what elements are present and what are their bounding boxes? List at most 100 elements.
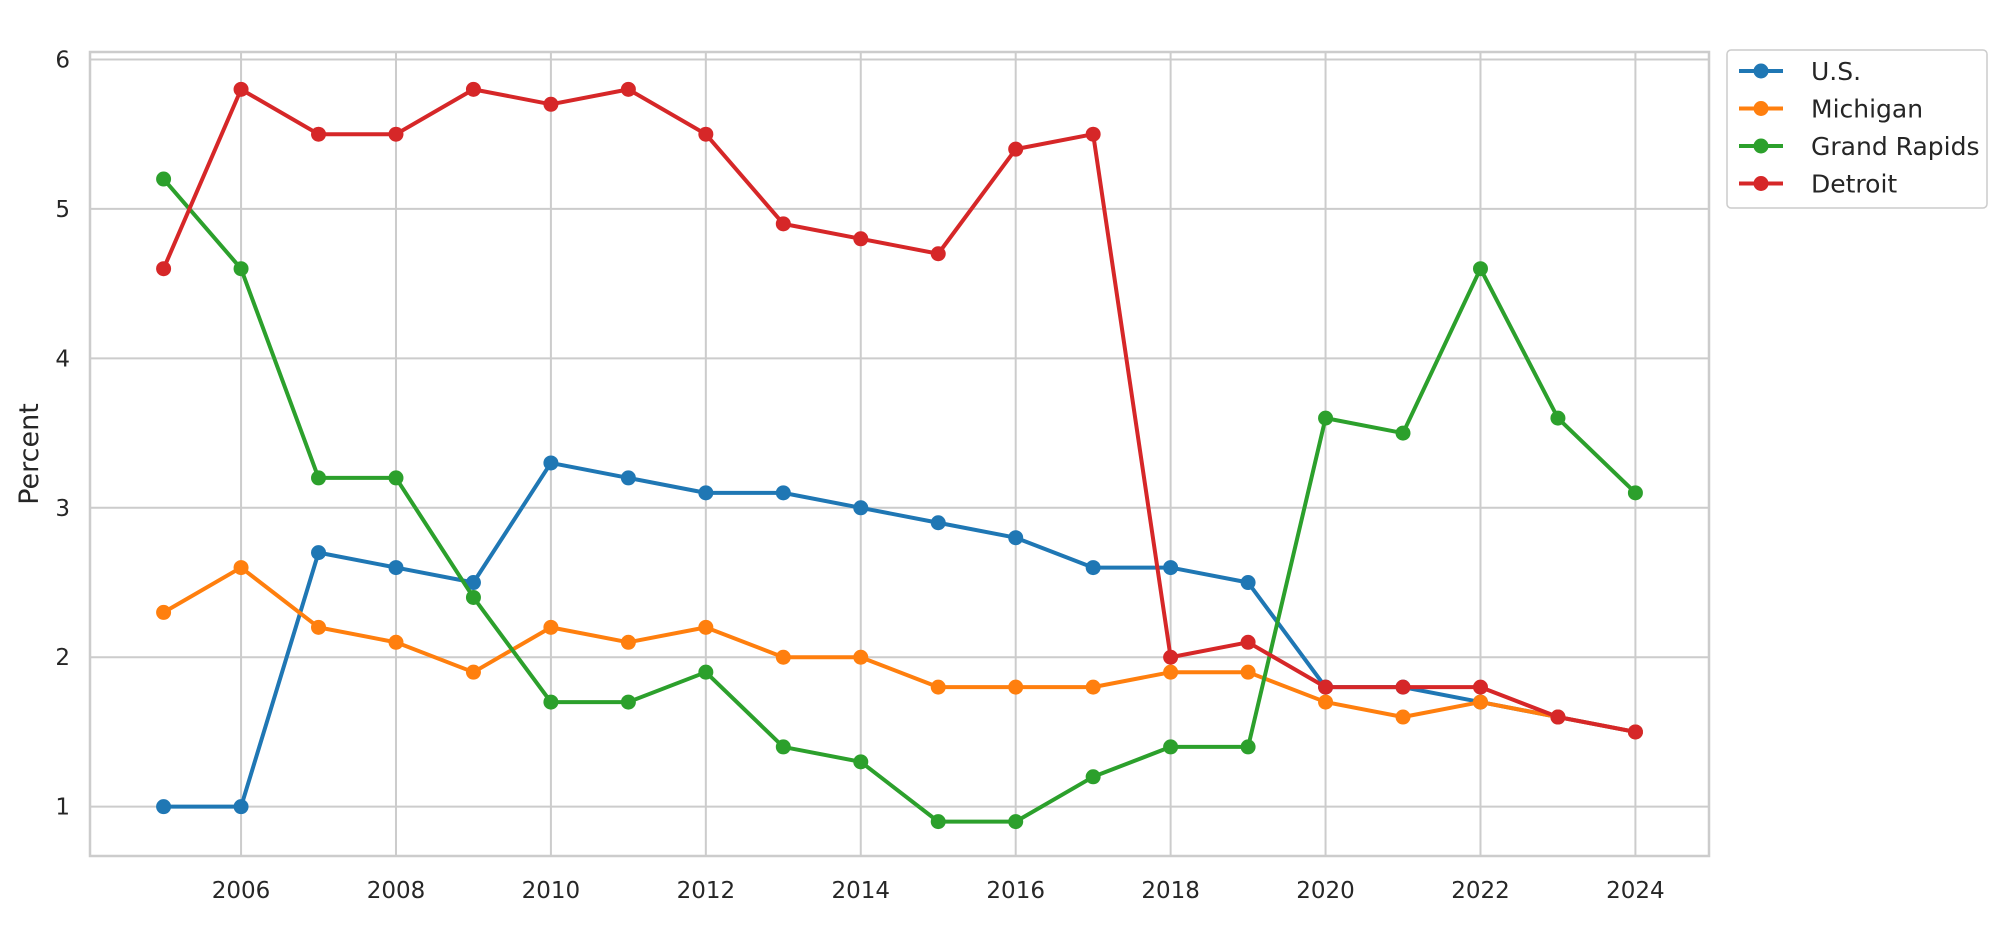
data-point-michigan — [1240, 664, 1256, 680]
data-point-michigan — [698, 619, 714, 635]
gridlines — [90, 52, 1709, 856]
data-point-grand-rapids — [388, 470, 404, 486]
y-tick-label: 4 — [55, 346, 70, 372]
data-point-detroit — [1395, 679, 1411, 695]
data-point-michigan — [156, 604, 172, 620]
data-point-grand-rapids — [1163, 739, 1179, 755]
y-tick-label: 2 — [55, 645, 70, 671]
data-point-michigan — [311, 619, 327, 635]
data-point-grand-rapids — [1008, 814, 1024, 830]
data-point-u-s — [775, 485, 791, 501]
data-point-detroit — [1318, 679, 1334, 695]
y-tick-label: 1 — [55, 795, 70, 821]
y-tick-label: 3 — [55, 496, 70, 522]
data-point-detroit — [698, 126, 714, 142]
x-tick-label: 2006 — [212, 878, 271, 904]
data-point-u-s — [1085, 560, 1101, 576]
data-point-grand-rapids — [1240, 739, 1256, 755]
plot-frame — [88, 50, 1711, 858]
legend-item: Detroit — [1739, 170, 1897, 199]
legend-label: U.S. — [1811, 57, 1861, 86]
data-point-grand-rapids — [930, 814, 946, 830]
data-point-detroit — [775, 216, 791, 232]
series-line-detroit — [161, 87, 1638, 734]
data-point-detroit — [388, 126, 404, 142]
data-point-u-s — [543, 455, 559, 471]
data-point-michigan — [543, 619, 559, 635]
y-tick-label: 6 — [55, 47, 70, 73]
data-point-michigan — [853, 649, 869, 665]
data-point-grand-rapids — [543, 694, 559, 710]
data-point-michigan — [775, 649, 791, 665]
data-point-u-s — [156, 799, 172, 815]
data-point-u-s — [388, 560, 404, 576]
x-tick-label: 2012 — [677, 878, 736, 904]
data-point-grand-rapids — [853, 754, 869, 770]
data-point-michigan — [233, 560, 249, 576]
x-tick-label: 2020 — [1296, 878, 1355, 904]
x-tick-label: 2024 — [1606, 878, 1665, 904]
data-point-michigan — [1085, 679, 1101, 695]
data-point-michigan — [1318, 694, 1334, 710]
data-point-detroit — [1472, 679, 1488, 695]
data-point-michigan — [1008, 679, 1024, 695]
x-tick-label: 2016 — [986, 878, 1045, 904]
legend-label: Detroit — [1811, 170, 1897, 199]
x-tick-label: 2014 — [831, 878, 890, 904]
data-point-u-s — [930, 515, 946, 531]
legend-box — [1726, 49, 1988, 209]
data-point-detroit — [233, 81, 249, 97]
series-line-u-s — [161, 460, 1638, 809]
data-point-grand-rapids — [775, 739, 791, 755]
y-tick-label: 5 — [55, 197, 70, 223]
x-tick-label: 2010 — [522, 878, 581, 904]
series-michigan — [156, 560, 1643, 740]
data-point-grand-rapids — [465, 589, 481, 605]
data-point-grand-rapids — [698, 664, 714, 680]
legend-label: Grand Rapids — [1811, 132, 1979, 161]
data-point-u-s — [853, 500, 869, 516]
data-point-grand-rapids — [233, 261, 249, 277]
data-point-u-s — [620, 470, 636, 486]
data-point-michigan — [388, 634, 404, 650]
data-point-detroit — [1240, 634, 1256, 650]
data-point-detroit — [156, 261, 172, 277]
data-point-detroit — [1163, 649, 1179, 665]
x-axis: 2006 2008 2010 2012 2014 2016 2018 2020 2022 2024 — [212, 878, 1665, 904]
data-point-u-s — [233, 799, 249, 815]
data-point-detroit — [543, 96, 559, 112]
series-detroit — [156, 81, 1643, 740]
legend-item: U.S. — [1739, 57, 1861, 86]
data-point-detroit — [1085, 126, 1101, 142]
data-point-u-s — [1008, 530, 1024, 546]
data-point-grand-rapids — [1550, 410, 1566, 426]
legend-item: Grand Rapids — [1739, 132, 1979, 161]
series-line-michigan — [161, 565, 1638, 734]
data-point-michigan — [930, 679, 946, 695]
legend-marker — [1753, 101, 1769, 116]
x-tick-label: 2008 — [367, 878, 426, 904]
series-u-s — [156, 455, 1643, 815]
data-point-detroit — [1550, 709, 1566, 725]
data-point-detroit — [465, 81, 481, 97]
data-point-michigan — [1472, 694, 1488, 710]
y-axis: 1 2 3 4 5 6 — [55, 47, 70, 820]
data-point-u-s — [698, 485, 714, 501]
legend: U.S. Michigan Grand Rapids Detroit — [1726, 49, 1988, 209]
data-point-detroit — [311, 126, 327, 142]
legend-label: Michigan — [1811, 95, 1923, 124]
legend-marker — [1753, 176, 1769, 191]
data-point-grand-rapids — [1318, 410, 1334, 426]
data-point-u-s — [311, 545, 327, 561]
x-tick-label: 2018 — [1141, 878, 1200, 904]
data-point-michigan — [620, 634, 636, 650]
x-tick-label: 2022 — [1451, 878, 1510, 904]
series-grand-rapids — [156, 171, 1643, 830]
legend-marker — [1753, 63, 1769, 79]
data-point-detroit — [1008, 141, 1024, 157]
data-point-u-s — [1163, 560, 1179, 576]
data-point-grand-rapids — [1627, 485, 1643, 501]
data-point-detroit — [620, 81, 636, 97]
series-line-grand-rapids — [161, 177, 1638, 824]
